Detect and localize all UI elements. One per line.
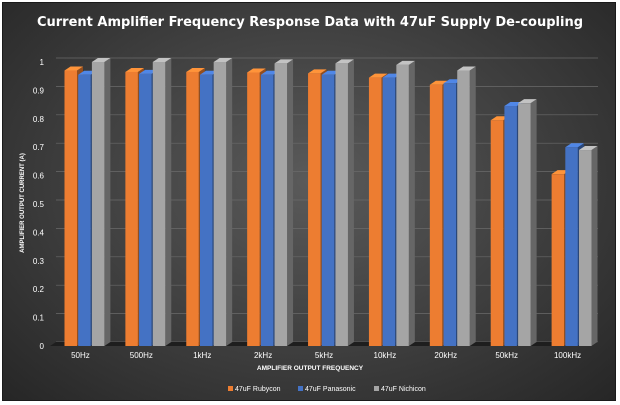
bar-front [579,150,592,346]
bar-front [321,74,335,346]
legend-item: 47uF Rubycon [228,386,281,393]
bar-front [518,103,531,347]
x-tick-label: 20kHz [434,351,457,360]
bar-front [429,84,443,346]
bar [457,66,476,347]
legend-label: 47uF Rubycon [235,386,281,393]
bar-top [308,69,327,74]
bar-side [408,60,415,347]
bar-side [530,99,537,347]
bar-front [443,83,457,347]
bar-front [199,74,213,346]
bar-top [368,73,388,78]
bar-front [335,63,348,347]
x-tick-label: 1kHz [193,351,211,360]
x-tick-label: 50Hz [71,351,90,360]
bar [335,59,354,347]
bar-series [64,58,598,347]
bar-top [274,59,294,64]
bar [91,58,111,346]
chart-title: Current Amplifier Frequency Response Dat… [37,15,583,30]
bar-top [213,58,233,62]
legend-swatch [298,386,303,391]
bar-front [91,62,105,346]
x-axis-label: AMPLIFIER OUTPUT FREQUENCY [257,365,364,372]
y-tick-label: 0.8 [33,115,45,124]
bar-front [213,62,227,346]
bar-front [139,73,152,346]
y-axis-label: AMPLIFIER OUTPUT CURRENT (A) [20,153,26,253]
bar-front [247,72,260,347]
y-tick-label: 0 [40,342,45,351]
x-tick-label: 100kHz [554,351,581,360]
y-tick-label: 0.5 [33,200,45,209]
legend: 47uF Rubycon 47uF Panasonic 47uF Nichicon [228,386,426,393]
bar-top [518,99,537,104]
legend-swatch [228,386,233,391]
bar-front [125,71,138,346]
bar-front [551,174,565,346]
bar-side [347,59,354,347]
bar-front [382,77,396,347]
x-tick-label: 500Hz [130,351,153,360]
bar-front [396,64,409,346]
bar-front [457,70,470,347]
legend-item: 47uF Panasonic [298,386,356,393]
y-tick-label: 0.4 [33,228,45,237]
x-tick-label: 2kHz [254,351,272,360]
bar-top [579,146,598,151]
bar-front [368,77,382,347]
y-tick-label: 1 [40,58,45,67]
x-axis-ticks: 50Hz 500Hz 1kHz 2kHz 5kHz 10kHz 20kHz 50kHz 100k… [71,351,581,360]
x-tick-label: 5kHz [315,351,333,360]
bar-top [186,67,205,72]
y-tick-label: 0.9 [33,86,45,95]
bar-top [247,68,266,73]
bar-top [152,58,172,62]
bar [152,58,172,346]
bar [579,146,598,346]
bar-top [64,66,83,71]
bar [396,60,415,347]
y-tick-label: 0.6 [33,172,45,181]
bar-side [287,59,294,347]
bar-front [308,73,321,347]
y-tick-label: 0.2 [33,285,45,294]
bar-side [165,58,172,346]
x-tick-label: 50kHz [495,351,518,360]
legend-label: 47uF Panasonic [305,386,356,393]
bar-side [469,66,476,347]
bar-top [91,58,111,62]
bar-top [396,60,415,65]
y-tick-label: 0.7 [33,143,45,152]
bar-front [64,70,77,347]
bar-front [260,74,274,346]
bar-top [565,143,584,148]
x-tick-label: 10kHz [374,351,397,360]
bar [274,59,294,347]
bar [213,58,233,346]
y-axis-ticks: 0 0.1 0.2 0.3 0.4 0.5 0.6 0.7 0.8 0.9 1 [33,58,45,351]
bar-top [125,67,144,72]
bar [518,99,537,347]
legend-label: 47uF Nichicon [381,386,426,393]
legend-item: 47uF Nichicon [374,386,426,393]
legend-swatch [374,386,379,391]
bar-front [152,62,166,346]
bar-side [104,58,111,346]
bar-front [78,74,91,346]
bar-front [490,120,504,346]
bar-front [186,71,199,346]
bar-top [457,66,476,71]
bar-side [226,58,233,346]
bar-top [335,59,354,64]
bar-side [591,146,598,346]
bar-front [565,147,578,346]
bar-front [504,106,517,347]
bar-front [274,63,288,347]
y-tick-label: 0.1 [33,314,45,323]
y-tick-label: 0.3 [33,257,45,266]
